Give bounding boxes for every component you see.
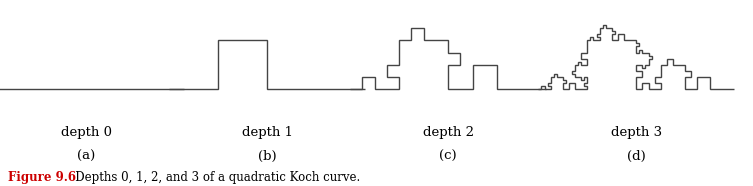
Text: (c): (c) [439,150,457,163]
Text: Figure 9.6: Figure 9.6 [8,171,75,184]
Text: depth 3: depth 3 [611,126,662,139]
Text: depth 0: depth 0 [61,126,112,139]
Text: (b): (b) [258,150,276,163]
Text: Depths 0, 1, 2, and 3 of a quadratic Koch curve.: Depths 0, 1, 2, and 3 of a quadratic Koc… [64,171,360,184]
Text: depth 1: depth 1 [242,126,293,139]
Text: (a): (a) [78,150,96,163]
Text: depth 2: depth 2 [422,126,474,139]
Text: (d): (d) [627,150,645,163]
